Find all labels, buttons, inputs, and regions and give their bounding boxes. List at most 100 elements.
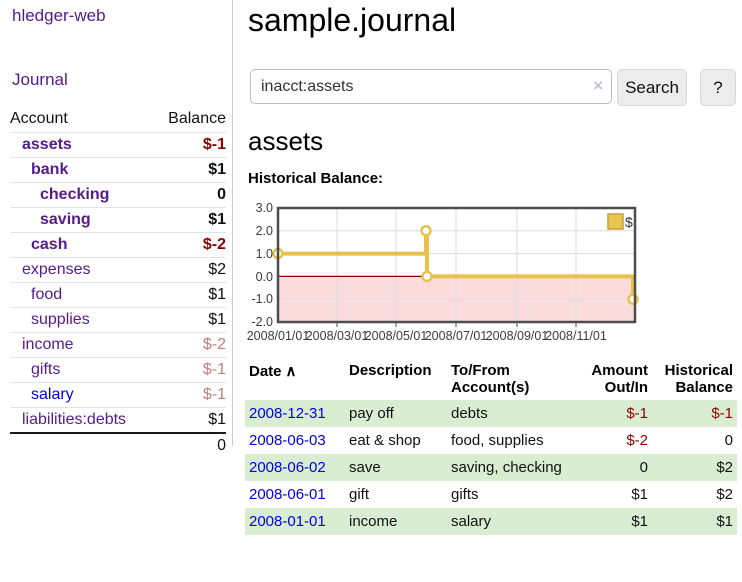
account-balance: $-1 [202,386,226,403]
transaction-row: 2008-06-03 eat & shop food, supplies $-2… [245,427,737,454]
account-row-assets: assets $-1 [10,132,226,157]
search-input[interactable] [250,69,612,104]
account-link-liabilities-debts[interactable]: liabilities:debts [22,411,127,428]
transaction-row: 2008-12-31 pay off debts $-1 $-1 [245,400,737,427]
legend-swatch [607,213,624,230]
account-row-income: income $-2 [10,332,226,357]
account-link-gifts[interactable]: gifts [31,361,61,378]
transaction-accounts: saving, checking [451,459,562,476]
transaction-row: 2008-01-01 income salary $1 $1 [245,508,737,535]
account-heading: assets [248,126,324,156]
transaction-description: income [349,513,398,530]
transaction-accounts: debts [451,405,488,422]
account-row-gifts: gifts $-1 [10,357,226,382]
transaction-amount: $1 [631,513,648,530]
svg-text:3.0: 3.0 [256,201,273,215]
account-link-salary[interactable]: salary [31,386,74,403]
legend-label: $ [625,214,633,230]
transaction-description: save [349,459,381,476]
svg-text:0.0: 0.0 [256,270,273,284]
sidebar-divider [232,0,233,446]
account-link-assets[interactable]: assets [22,136,72,153]
account-balance: $1 [208,411,226,428]
account-link-checking[interactable]: checking [40,186,110,203]
account-row-salary: salary $-1 [10,382,226,407]
account-link-cash[interactable]: cash [31,236,68,253]
chart-x-ticks [336,322,577,327]
transaction-description: eat & shop [349,432,421,449]
description-column-header: Description [349,362,432,379]
account-link-bank[interactable]: bank [31,161,69,178]
transaction-balance: $2 [716,459,733,476]
chart-y-axis-labels: 3.0 2.0 1.0 0.0 -1.0 -2.0 [251,201,273,329]
transaction-date-link[interactable]: 2008-06-02 [249,459,326,476]
transaction-accounts: gifts [451,486,479,503]
svg-text:2.0: 2.0 [256,224,273,238]
sidebar: hledger-web Journal Account Balance asse… [0,0,232,582]
transaction-date-link[interactable]: 2008-12-31 [249,405,326,422]
chart-title: Historical Balance: [248,170,384,187]
svg-text:2008/03/01: 2008/03/01 [306,329,369,343]
account-balance: $2 [208,261,226,278]
svg-text:2008/11/01: 2008/11/01 [545,329,607,343]
svg-text:-2.0: -2.0 [251,315,273,329]
svg-text:2008/05/01: 2008/05/01 [365,329,428,343]
svg-text:-1.0: -1.0 [251,292,273,306]
account-row-bank: bank $1 [10,157,226,182]
app-title-link[interactable]: hledger-web [12,6,106,25]
transaction-amount: $1 [631,486,648,503]
account-link-supplies[interactable]: supplies [31,311,90,328]
account-balance: $-1 [202,361,226,378]
account-row-expenses: expenses $2 [10,257,226,282]
accounts-tree-header: Account Balance [10,106,226,132]
sidebar-item-journal[interactable]: Journal [12,70,68,89]
balance-column-header: Historical Balance [664,362,733,396]
transaction-balance: 0 [724,432,733,449]
account-balance: $1 [208,211,226,228]
transaction-row: 2008-06-02 save saving, checking 0 $2 [245,454,737,481]
transaction-accounts: food, supplies [451,432,544,449]
register-table: Date ∧ Description To/From Account(s) Amo… [245,360,737,535]
search-button[interactable]: Search [617,69,687,106]
svg-text:1.0: 1.0 [256,247,273,261]
sort-ascending-icon: ∧ [285,363,297,380]
date-header-label: Date [249,363,282,380]
account-link-saving[interactable]: saving [40,211,91,228]
chart-x-axis-labels: 2008/01/01 2008/03/01 2008/05/01 2008/07… [247,329,607,343]
clear-search-icon[interactable]: × [593,76,603,95]
accounts-total-value: 0 [217,437,226,454]
account-balance: $1 [208,311,226,328]
amount-column-header: Amount Out/In [591,362,648,396]
account-balance: $-1 [202,136,226,153]
account-link-income[interactable]: income [22,336,74,353]
transaction-date-link[interactable]: 2008-06-03 [249,432,326,449]
account-link-expenses[interactable]: expenses [22,261,91,278]
transaction-row: 2008-06-01 gift gifts $1 $2 [245,481,737,508]
account-balance: 0 [217,186,226,203]
account-link-food[interactable]: food [31,286,63,303]
account-row-saving: saving $1 [10,207,226,232]
transaction-balance: $1 [716,513,733,530]
transaction-description: pay off [349,405,394,422]
transaction-date-link[interactable]: 2008-06-01 [249,486,326,503]
account-balance: $-2 [202,336,226,353]
page-title: sample.journal [248,2,457,38]
transaction-date-link[interactable]: 2008-01-01 [249,513,326,530]
transaction-amount: $-2 [626,432,648,449]
balance-column-header: Balance [168,110,226,127]
svg-text:2008/09/01: 2008/09/01 [486,329,549,343]
account-row-supplies: supplies $1 [10,307,226,332]
register-header-row: Date ∧ Description To/From Account(s) Amo… [245,360,737,400]
account-balance: $1 [208,161,226,178]
accounts-total-row: 0 [10,432,226,458]
svg-text:2008/01/01: 2008/01/01 [247,329,310,343]
account-row-checking: checking 0 [10,182,226,207]
help-button[interactable]: ? [700,69,736,106]
account-balance: $-2 [202,236,226,253]
chart-legend: $ [607,213,633,230]
date-column-header[interactable]: Date ∧ [245,360,345,400]
transaction-accounts: salary [451,513,492,530]
svg-text:2008/07/01: 2008/07/01 [425,329,488,343]
account-column-header: Account [10,110,68,127]
